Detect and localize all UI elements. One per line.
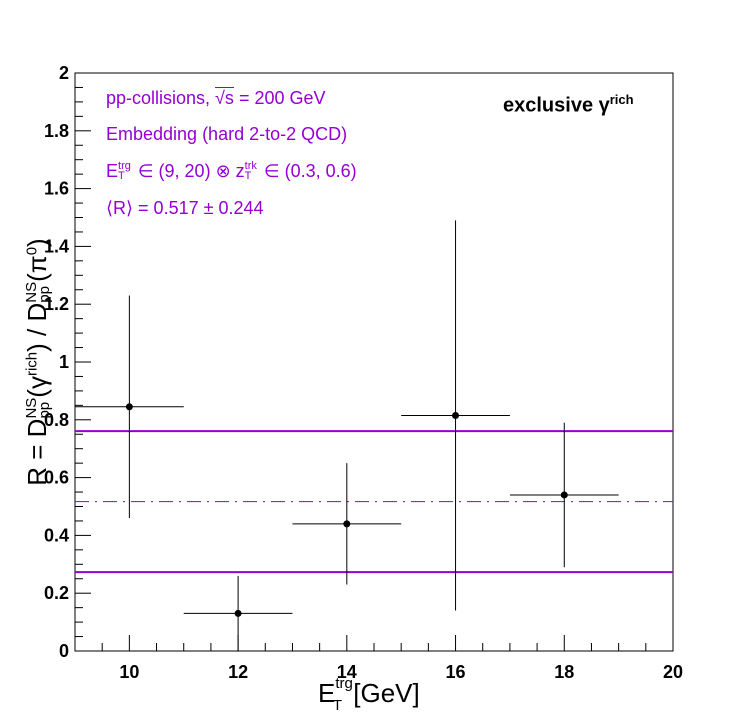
annotation-collisions-text: pp-collisions, — [106, 88, 216, 108]
annot-range-text: ∈ (9, 20) ⊗ z — [132, 161, 245, 181]
data-point — [234, 609, 242, 617]
y-tick-label: 0.8 — [44, 410, 69, 430]
plot-frame — [74, 72, 674, 652]
y-tick-label: 1.6 — [44, 179, 69, 199]
chart-title: exclusive γrich — [503, 92, 634, 118]
x-tick-label: 10 — [119, 662, 139, 682]
chart-title-main: exclusive γ — [503, 94, 610, 117]
x-axis-trg: trg — [335, 675, 353, 692]
y-tick-label: 2 — [59, 63, 69, 83]
x-axis-t: T — [332, 697, 343, 714]
y-tick-label: 1.8 — [44, 121, 69, 141]
annot-trk-superscript: trk — [244, 160, 257, 173]
y-axis-gamma: (γ — [22, 376, 52, 398]
annotation-embedding: Embedding (hard 2-to-2 QCD) — [106, 124, 348, 144]
annot-e-letter: E — [106, 161, 119, 181]
y-axis-div-d: ) / D — [22, 302, 52, 352]
y-axis-close: ) — [22, 238, 52, 247]
x-tick-label: 12 — [228, 662, 248, 682]
reference-lines — [75, 430, 673, 574]
data-points — [75, 220, 619, 651]
x-axis-title: Etrg T [GeV] — [318, 675, 420, 714]
x-tick-label: 18 — [554, 662, 574, 682]
y-tick-label: 0 — [59, 641, 69, 661]
data-point — [560, 491, 568, 499]
annotation-mean-ratio: ⟨R⟩ = 0.517 ± 0.244 — [106, 198, 264, 218]
annot-z-range-text: ∈ (0.3, 0.6) — [258, 161, 357, 181]
annotation-collisions: pp-collisions, √s = 200 GeV — [106, 89, 326, 107]
y-axis-pi: (π — [22, 255, 52, 282]
data-point — [343, 520, 351, 528]
annot-t-subscript: T — [118, 170, 125, 183]
chart-title-superscript: rich — [609, 92, 634, 107]
y-tick-label: 1.2 — [44, 294, 69, 314]
x-tick-labels: 10 12 14 16 18 20 — [119, 662, 683, 682]
x-axis-e: E — [318, 678, 336, 708]
x-axis-unit: [GeV] — [346, 678, 420, 708]
y-axis-title: R = D NS pp (γrich) / D NS pp (π0) — [22, 238, 53, 485]
annot-trg-superscript: trg — [118, 160, 131, 173]
y-axis-r-eq-d: R = D — [22, 418, 52, 486]
y-axis-zero: 0 — [23, 246, 41, 256]
y-axis-pp2: pp — [36, 286, 54, 303]
annot-t2-subscript: T — [244, 170, 252, 183]
x-tick-label: 14 — [337, 662, 357, 682]
y-tick-label: 1 — [59, 352, 69, 372]
data-point — [452, 411, 460, 419]
y-tick-label: 0.2 — [44, 583, 69, 603]
y-tick-label: 0.6 — [44, 468, 69, 488]
y-tick-labels: 0 0.2 0.4 0.6 0.8 1 1.2 1.4 1.6 1.8 2 — [44, 63, 69, 661]
data-point — [125, 403, 133, 411]
sqrt-s-symbol: √s — [215, 88, 234, 108]
y-tick-label: 0.4 — [44, 525, 69, 545]
y-axis-rich: rich — [23, 351, 41, 377]
axis-ticks — [74, 72, 674, 652]
x-tick-label: 16 — [446, 662, 466, 682]
annotation-energy-text: = 200 GeV — [233, 88, 326, 108]
y-tick-label: 1.4 — [44, 236, 69, 256]
y-axis-pp1: pp — [36, 401, 54, 419]
x-tick-label: 20 — [663, 662, 683, 682]
